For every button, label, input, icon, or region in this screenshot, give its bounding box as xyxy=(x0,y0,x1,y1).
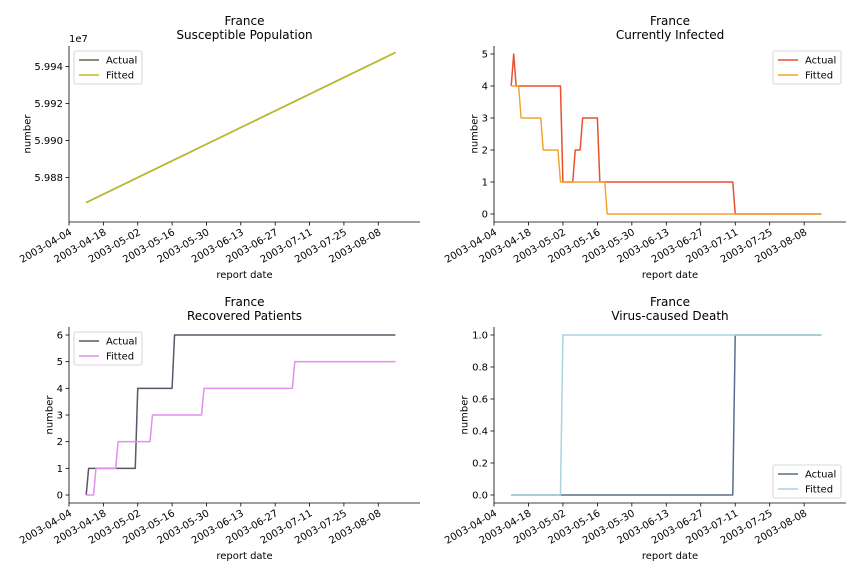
series-line-fitted xyxy=(511,85,822,215)
y-tick-label: 0 xyxy=(57,491,63,502)
x-axis-label: report date xyxy=(642,551,698,562)
y-tick-label: 0.2 xyxy=(472,459,488,470)
y-tick-label: 5.990 xyxy=(34,136,63,147)
y-offset-label: 1e7 xyxy=(69,34,88,45)
y-axis-label: number xyxy=(45,395,56,435)
y-tick-label: 1 xyxy=(482,178,488,189)
series-line-fitted xyxy=(511,334,822,496)
legend-label-actual: Actual xyxy=(106,56,137,67)
y-tick-label: 1 xyxy=(57,464,63,475)
y-tick-label: 0.0 xyxy=(472,491,488,502)
chart-subtitle: Virus-caused Death xyxy=(611,309,728,323)
y-tick-label: 5.994 xyxy=(34,62,63,73)
legend-label-actual: Actual xyxy=(805,56,836,67)
y-tick-label: 4 xyxy=(482,82,488,93)
legend-label-fitted: Fitted xyxy=(805,71,833,82)
chart-subtitle: Currently Infected xyxy=(616,28,724,42)
y-tick-label: 3 xyxy=(57,411,63,422)
legend: Actual Fitted xyxy=(73,331,143,366)
y-tick-label: 2 xyxy=(482,146,488,157)
legend: Actual Fitted xyxy=(73,50,143,85)
series-line-actual xyxy=(510,53,822,215)
chart-title: France xyxy=(225,14,265,28)
legend-label-fitted: Fitted xyxy=(106,352,134,363)
chart-title: France xyxy=(650,14,690,28)
x-axis-label: report date xyxy=(216,270,272,281)
y-tick-label: 6 xyxy=(57,331,63,342)
chart-title: France xyxy=(650,295,690,309)
y-tick-label: 4 xyxy=(57,384,63,395)
legend: Actual Fitted xyxy=(772,464,842,499)
x-axis-label: report date xyxy=(216,551,272,562)
y-tick-label: 5.988 xyxy=(34,173,63,184)
y-tick-label: 1.0 xyxy=(472,331,488,342)
series-line-fitted xyxy=(86,360,396,496)
legend-label-fitted: Fitted xyxy=(106,71,134,82)
y-axis-label: number xyxy=(470,114,481,154)
legend: Actual Fitted xyxy=(772,50,842,85)
y-axis-label: number xyxy=(23,114,34,154)
y-axis-label: number xyxy=(460,395,471,435)
y-tick-label: 0.8 xyxy=(472,363,488,374)
y-tick-label: 3 xyxy=(482,114,488,125)
y-tick-label: 0 xyxy=(482,210,488,221)
chart-subtitle: Recovered Patients xyxy=(187,309,302,323)
y-tick-label: 2 xyxy=(57,437,63,448)
legend-label-actual: Actual xyxy=(805,470,836,481)
chart-title: France xyxy=(225,295,265,309)
series-line-actual xyxy=(85,334,396,496)
chart-subtitle: Susceptible Population xyxy=(176,28,312,42)
y-tick-label: 0.6 xyxy=(472,395,488,406)
y-tick-label: 0.4 xyxy=(472,427,488,438)
y-tick-label: 5.992 xyxy=(34,99,63,110)
legend-label-fitted: Fitted xyxy=(805,485,833,496)
series-line-fitted xyxy=(85,51,396,204)
y-tick-label: 5 xyxy=(482,50,488,61)
legend-label-actual: Actual xyxy=(106,337,137,348)
y-tick-label: 5 xyxy=(57,357,63,368)
x-axis-label: report date xyxy=(642,270,698,281)
